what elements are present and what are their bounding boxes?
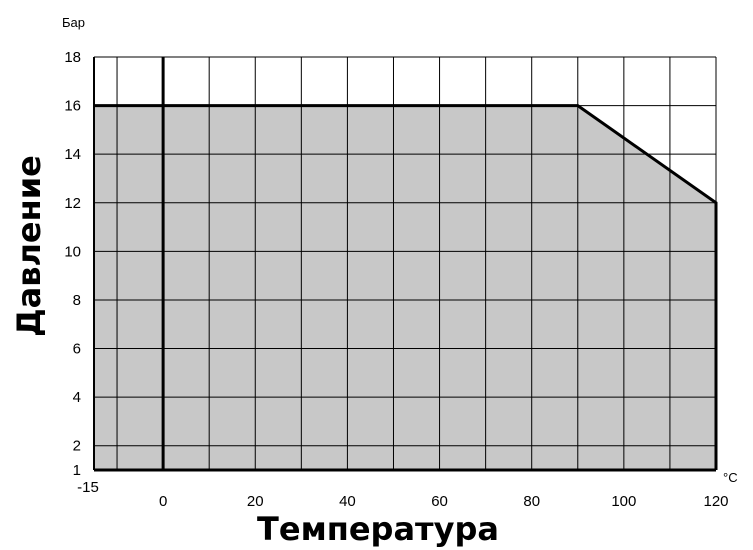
x-tick-label: 80 bbox=[523, 493, 540, 510]
x-tick-label: 40 bbox=[339, 493, 356, 510]
x-tick-label: -15 bbox=[77, 479, 99, 496]
y-tick-label: 2 bbox=[73, 438, 81, 455]
y-tick-label: 18 bbox=[64, 49, 81, 66]
y-tick-label: 16 bbox=[64, 98, 81, 115]
y-tick-label: 6 bbox=[73, 341, 81, 358]
x-axis-title: Температура bbox=[257, 510, 499, 548]
x-tick-label: 20 bbox=[247, 493, 264, 510]
area-fill bbox=[94, 105, 716, 471]
x-tick-label: 100 bbox=[611, 493, 636, 510]
y-axis-title: Давление bbox=[10, 155, 48, 337]
y-tick-label: 10 bbox=[64, 243, 81, 260]
x-tick-label: 60 bbox=[431, 493, 448, 510]
y-tick-label: 1 bbox=[73, 462, 81, 479]
pressure-limit-line bbox=[94, 104, 718, 470]
x-tick-label: 0 bbox=[159, 493, 167, 510]
y-tick-label: 14 bbox=[64, 146, 81, 163]
x-tick-label: 120 bbox=[703, 493, 728, 510]
y-tick-label: 8 bbox=[73, 292, 81, 309]
series-lines bbox=[93, 57, 718, 472]
y-unit-label: Бар bbox=[62, 15, 85, 30]
operating-range-area bbox=[94, 105, 716, 471]
y-tick-label: 4 bbox=[73, 389, 81, 406]
x-unit-label: °C bbox=[723, 470, 738, 485]
y-tick-label: 12 bbox=[64, 195, 81, 212]
grid bbox=[93, 56, 717, 471]
